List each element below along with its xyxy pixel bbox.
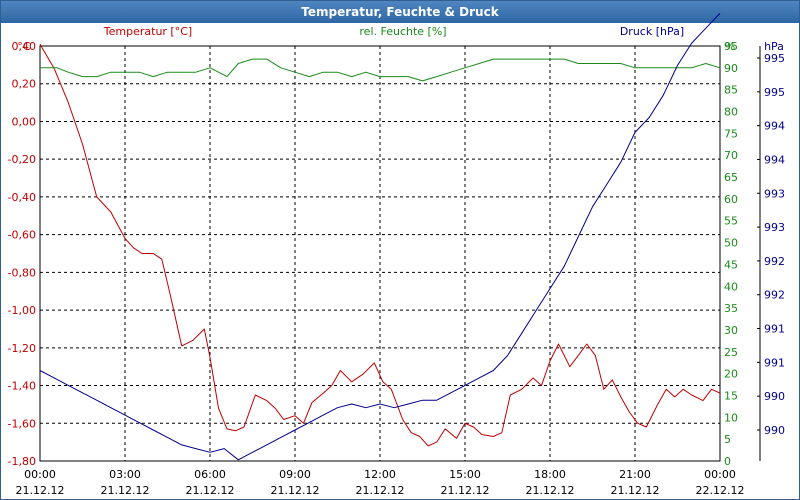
x-tick-time: 06:00	[194, 468, 226, 481]
humidity-unit: %	[725, 40, 735, 53]
temperature-tick-label: -1,80	[8, 455, 36, 468]
x-tick-date: 22.12.12	[696, 484, 745, 497]
humidity-tick-label: 25	[724, 346, 738, 359]
chart-title: Temperatur, Feuchte & Druck	[1, 1, 799, 23]
humidity-tick-label: 10	[724, 411, 738, 424]
humidity-tick-label: 75	[724, 127, 738, 140]
pressure-tick-label: 993	[764, 187, 785, 200]
x-tick-date: 21.12.12	[186, 484, 235, 497]
humidity-tick-label: 45	[724, 258, 738, 271]
temperature-tick-label: 0,40	[12, 40, 37, 53]
pressure-tick-label: 994	[764, 120, 785, 133]
pressure-tick-label: 990	[764, 424, 785, 437]
series-lines	[39, 13, 721, 461]
x-tick-date: 21.12.12	[526, 484, 575, 497]
x-tick-time: 18:00	[534, 468, 566, 481]
humidity-tick-label: 70	[724, 149, 738, 162]
x-tick-date: 21.12.12	[356, 484, 405, 497]
x-tick-time: 00:00	[24, 468, 56, 481]
pressure-tick-label: 993	[764, 221, 785, 234]
temperature-tick-label: -1,20	[8, 342, 36, 355]
humidity-tick-label: 40	[724, 280, 738, 293]
pressure-series-line	[39, 13, 721, 461]
humidity-tick-label: 15	[724, 389, 738, 402]
humidity-tick-label: 35	[724, 302, 738, 315]
pressure-tick-label: 992	[764, 255, 785, 268]
pressure-tick-label: 994	[764, 153, 785, 166]
pressure-tick-label: 991	[764, 323, 785, 336]
temperature-tick-label: -0,40	[8, 191, 36, 204]
humidity-tick-label: 30	[724, 324, 738, 337]
pressure-tick-label: 991	[764, 356, 785, 369]
x-tick-time: 03:00	[109, 468, 141, 481]
humidity-series-line	[40, 58, 721, 82]
humidity-tick-label: 80	[724, 106, 738, 119]
pressure-unit: hPa	[764, 40, 784, 53]
temperature-unit: °C	[17, 40, 31, 53]
pressure-axis: 995 995 994 994 993 993 992 992 991 991 990 990	[757, 52, 785, 437]
humidity-tick-label: 55	[724, 215, 738, 228]
temperature-axis: 0,40 0,20 0,00 -0,20 -0,40 -0,60 -0,80 -1,00 -1,…	[8, 40, 36, 468]
humidity-tick-label: 90	[724, 62, 738, 75]
humidity-tick-label: 60	[724, 193, 738, 206]
pressure-tick-label: 990	[764, 390, 785, 403]
humidity-tick-label: 0	[724, 455, 731, 468]
x-tick-time: 12:00	[364, 468, 396, 481]
x-tick-time: 21:00	[619, 468, 651, 481]
x-tick-date: 21.12.12	[441, 484, 490, 497]
x-axis: 00:00 21.12.12 03:00 21.12.12 06:00 21.12.12 0…	[16, 468, 745, 497]
x-tick-date: 21.12.12	[101, 484, 150, 497]
x-tick-date: 21.12.12	[271, 484, 320, 497]
temperature-tick-label: 0,20	[12, 78, 37, 91]
temperature-tick-label: -0,80	[8, 266, 36, 279]
temperature-tick-label: -1,00	[8, 304, 36, 317]
temperature-tick-label: -0,20	[8, 153, 36, 166]
temperature-tick-label: -1,60	[8, 417, 36, 430]
humidity-tick-label: 20	[724, 368, 738, 381]
pressure-series-label: Druck [hPa]	[620, 25, 684, 38]
temperature-tick-label: -1,40	[8, 380, 36, 393]
temperature-tick-label: -0,60	[8, 229, 36, 242]
temperature-series-label: Temperatur [°C]	[103, 25, 192, 38]
x-tick-date: 21.12.12	[611, 484, 660, 497]
humidity-tick-label: 65	[724, 171, 738, 184]
x-tick-time: 09:00	[279, 468, 311, 481]
x-tick-time: 15:00	[449, 468, 481, 481]
temperature-series-line	[39, 43, 721, 447]
plot-frame	[39, 45, 721, 462]
x-tick-date: 21.12.12	[16, 484, 65, 497]
humidity-tick-label: 85	[724, 84, 738, 97]
humidity-tick-label: 5	[724, 433, 731, 446]
temperature-tick-label: 0,00	[12, 115, 37, 128]
x-tick-time: 00:00	[704, 468, 736, 481]
humidity-tick-label: 50	[724, 237, 738, 250]
pressure-tick-label: 995	[764, 86, 785, 99]
humidity-series-label: rel. Feuchte [%]	[359, 25, 446, 38]
humidity-tick-label: 95	[724, 40, 738, 53]
pressure-tick-label: 992	[764, 289, 785, 302]
pressure-tick-label: 995	[764, 52, 785, 65]
